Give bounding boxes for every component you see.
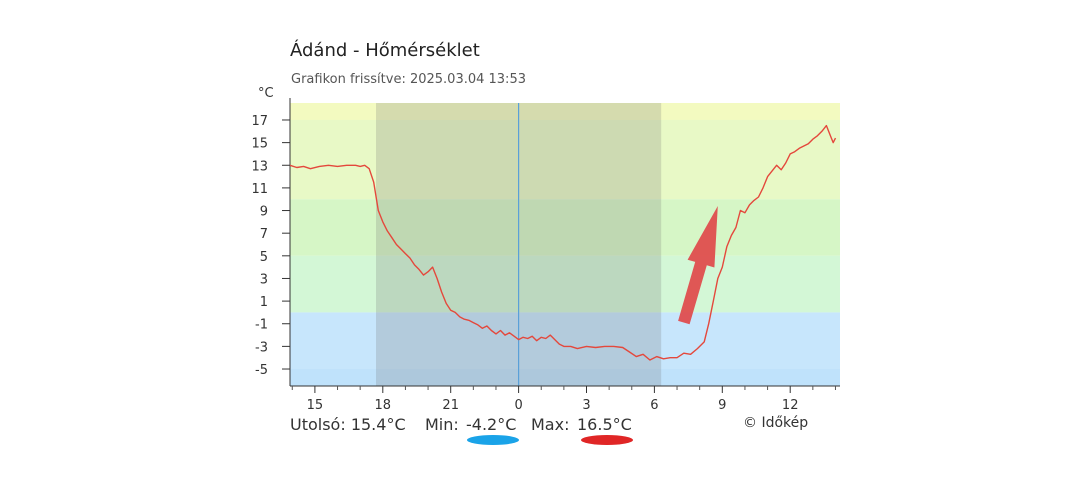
min-value: -4.2°C xyxy=(466,415,517,434)
y-tick-label: 17 xyxy=(251,114,268,129)
trend-arrow-icon xyxy=(678,206,718,325)
last-temperature: Utolsó: 15.4°C xyxy=(290,415,406,434)
y-tick-label: -3 xyxy=(255,340,268,355)
y-tick-label: -5 xyxy=(255,363,268,378)
x-tick-label: 9 xyxy=(718,398,726,413)
y-tick-label: 1 xyxy=(260,295,268,310)
min-label: Min: xyxy=(425,415,459,434)
band-3 xyxy=(290,255,840,313)
band-4 xyxy=(290,312,840,370)
x-tick-label: 18 xyxy=(375,398,392,413)
y-tick-label: 5 xyxy=(260,250,268,265)
credit-text: © Időkép xyxy=(743,415,809,431)
y-tick-label: -1 xyxy=(255,318,268,333)
x-tick-label: 3 xyxy=(582,398,590,413)
band-0 xyxy=(290,103,840,120)
band-5 xyxy=(290,369,840,386)
temperature-series-line xyxy=(289,124,837,361)
chart-title: Ádánd - Hőmérséklet xyxy=(290,40,480,61)
max-label: Max: xyxy=(531,415,570,434)
x-tick-label: 21 xyxy=(442,398,459,413)
y-tick-label: 3 xyxy=(260,272,268,287)
y-tick-label: 13 xyxy=(251,159,268,174)
band-2 xyxy=(290,199,840,256)
min-marker xyxy=(467,435,519,445)
band-1 xyxy=(290,119,840,200)
y-tick-label: 7 xyxy=(260,227,268,242)
x-tick-label: 6 xyxy=(650,398,658,413)
y-tick-label: 11 xyxy=(251,182,268,197)
max-value: 16.5°C xyxy=(577,415,632,434)
x-tick-label: 15 xyxy=(307,398,324,413)
y-axis-unit: °C xyxy=(258,86,274,101)
chart-subtitle: Grafikon frissítve: 2025.03.04 13:53 xyxy=(291,72,526,87)
y-tick-label: 9 xyxy=(260,205,268,220)
y-tick-label: 15 xyxy=(251,137,268,152)
x-tick-label: 12 xyxy=(782,398,799,413)
x-tick-label: 0 xyxy=(514,398,522,413)
max-marker xyxy=(581,435,633,445)
